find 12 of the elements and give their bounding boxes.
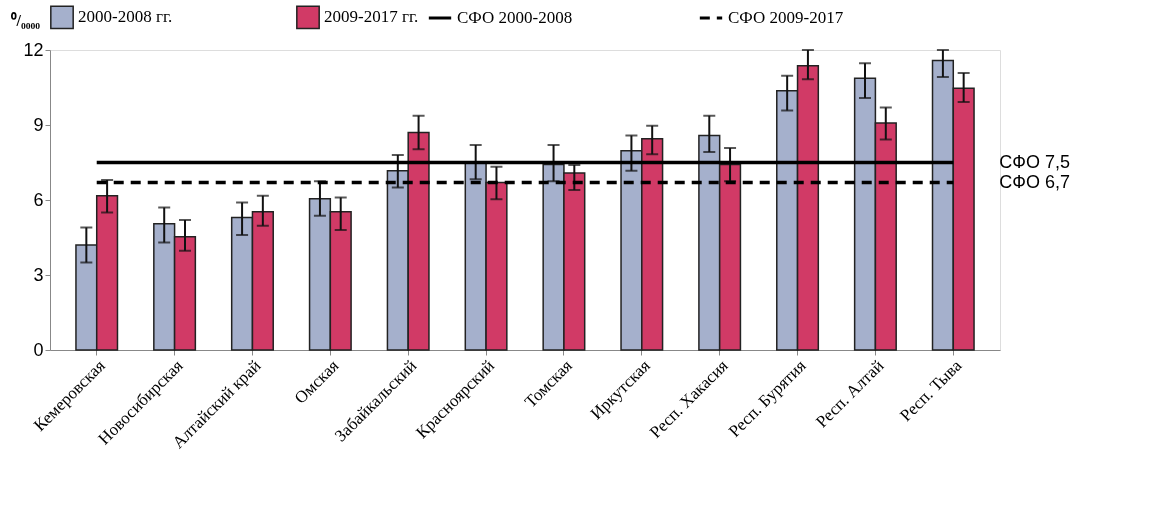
- annotation: СФО 7,5: [999, 151, 1070, 172]
- legend-label: СФО 2000-2008: [457, 8, 573, 27]
- y-tick-label: 6: [33, 189, 44, 210]
- annotation: СФО 6,7: [999, 171, 1070, 192]
- y-tick-label: 9: [33, 114, 44, 135]
- legend-label: 2000-2008 гг.: [78, 7, 173, 27]
- legend-label: 2009-2017 гг.: [324, 7, 419, 27]
- y-tick-label: 0: [33, 339, 44, 360]
- y-tick-label: 12: [23, 39, 44, 60]
- y-tick-label: 3: [33, 264, 44, 285]
- legend-label: СФО 2009-2017: [728, 8, 844, 27]
- y-axis-title: ⁰/₀₀₀₀: [9, 11, 41, 29]
